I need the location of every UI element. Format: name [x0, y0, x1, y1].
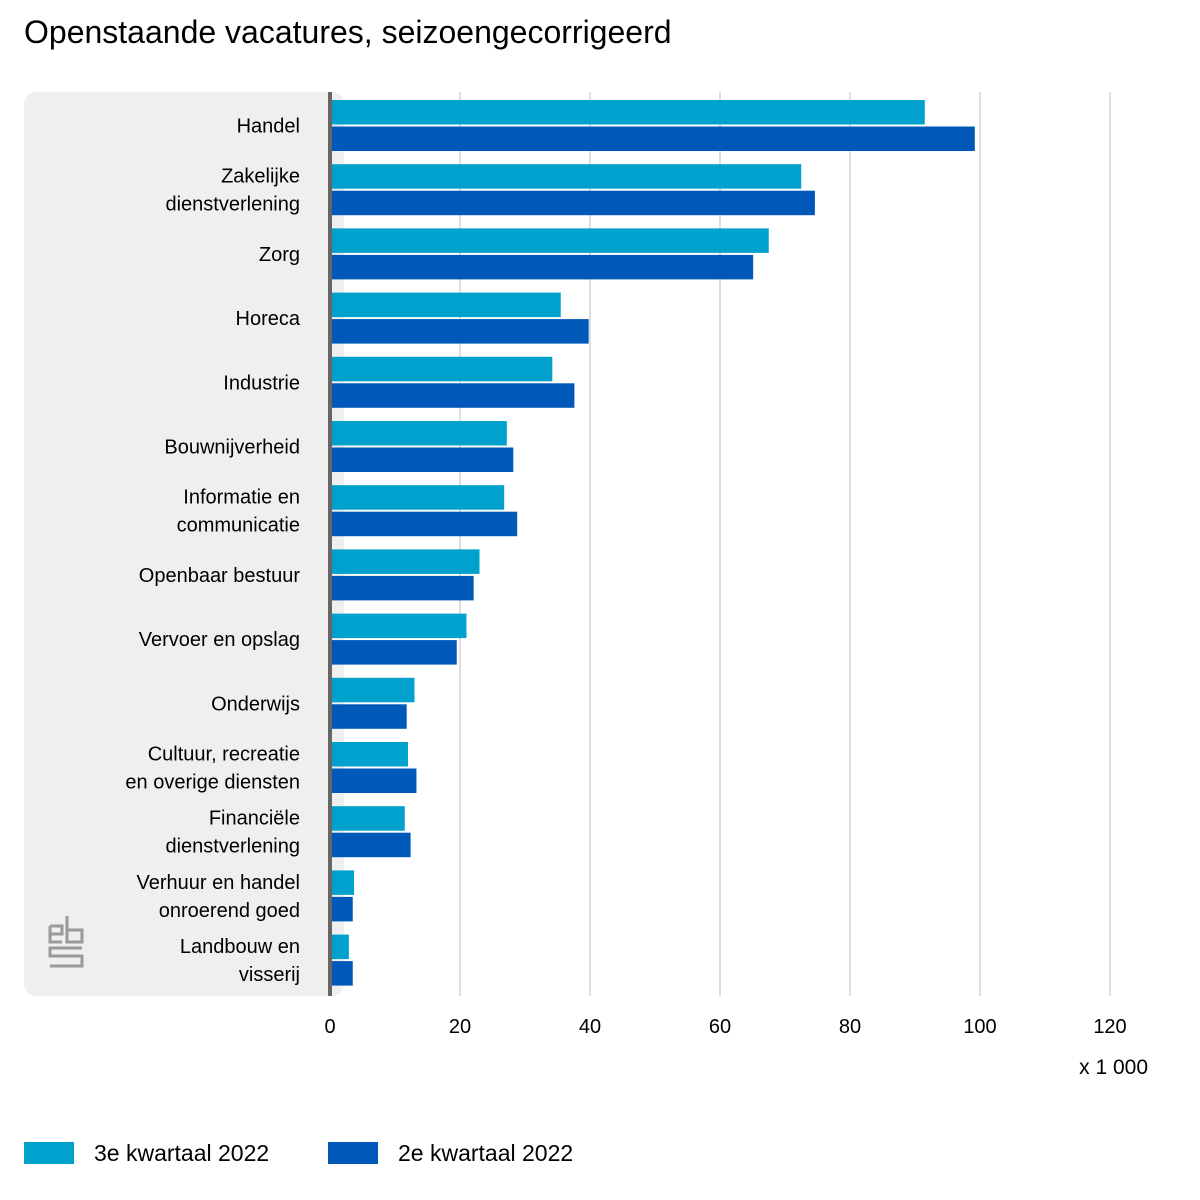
bar-q2	[330, 832, 411, 858]
legend-label-q2: 2e kwartaal 2022	[398, 1139, 574, 1166]
bar-q2	[330, 575, 474, 601]
category-label: Vervoer en opslag	[139, 629, 300, 651]
category-label: communicatie	[177, 515, 300, 537]
bar-q2	[330, 319, 589, 344]
x-axis-unit-label: x 1 000	[1079, 1056, 1148, 1079]
x-tick-label: 20	[449, 1016, 471, 1038]
label-panel	[24, 92, 344, 996]
category-label: Landbouw en	[180, 936, 300, 958]
category-label: Handel	[237, 116, 300, 138]
bar-q3	[330, 677, 415, 703]
bar-q2	[330, 383, 575, 408]
category-label: dienstverlening	[165, 836, 300, 858]
category-label: Horeca	[236, 308, 301, 330]
bar-q3	[330, 934, 349, 960]
legend-item-q2: 2e kwartaal 2022	[328, 1138, 573, 1168]
x-tick-label: 80	[839, 1016, 861, 1038]
bar-q2	[330, 640, 457, 665]
bar-q3	[330, 356, 553, 382]
bar-q2	[330, 447, 514, 472]
gridlines	[459, 92, 1111, 996]
bar-q3	[330, 292, 561, 318]
bar-q3	[330, 485, 505, 510]
x-tick-label: 120	[1093, 1016, 1126, 1038]
bar-q2	[330, 126, 975, 151]
category-label: en overige diensten	[125, 772, 300, 794]
bar-q3	[330, 806, 405, 831]
bar-q2	[330, 961, 353, 986]
x-tick-label: 100	[963, 1016, 996, 1038]
legend-swatch-q3	[24, 1142, 74, 1164]
bar-q3	[330, 870, 355, 895]
bar-q2	[330, 190, 815, 216]
x-axis-ticks: 0 20 40 60 80 100 120	[324, 1016, 1126, 1038]
bar-q3	[330, 164, 802, 189]
bar-q3	[330, 421, 507, 446]
category-label: visserij	[239, 964, 300, 986]
category-label: onroerend goed	[159, 900, 300, 922]
category-label: Zorg	[259, 244, 300, 266]
x-tick-label: 0	[324, 1016, 335, 1038]
category-label: dienstverlening	[165, 194, 300, 216]
bar-q3	[330, 549, 480, 574]
bar-q2	[330, 896, 353, 922]
bar-q2	[330, 768, 417, 793]
bar-q2	[330, 704, 407, 729]
category-label: Industrie	[223, 372, 300, 394]
bar-q3	[330, 228, 769, 253]
category-label: Verhuur en handel	[137, 872, 300, 894]
category-label: Zakelijke	[221, 166, 300, 188]
category-label: Onderwijs	[211, 693, 300, 715]
legend-item-q3: 3e kwartaal 2022	[24, 1138, 269, 1168]
bar-q2	[330, 511, 518, 537]
bar-q3	[330, 100, 925, 125]
category-label: Informatie en	[183, 487, 300, 509]
bars	[330, 100, 975, 986]
x-tick-label: 40	[579, 1016, 601, 1038]
cbs-logo-icon	[48, 916, 84, 968]
chart-title: Openstaande vacatures, seizoengecorrigee…	[24, 14, 672, 50]
bar-q3	[330, 613, 467, 639]
category-label: Financiële	[209, 808, 300, 830]
category-label: Openbaar bestuur	[139, 565, 301, 587]
category-label: Cultuur, recreatie	[148, 744, 300, 766]
category-label: Bouwnijverheid	[164, 437, 300, 459]
category-labels: Handel Zakelijke dienstverlening Zorg Horeca…	[125, 116, 300, 987]
bar-q2	[330, 254, 754, 280]
bar-q3	[330, 742, 408, 767]
legend-label-q3: 3e kwartaal 2022	[94, 1139, 270, 1166]
x-tick-label: 60	[709, 1016, 731, 1038]
legend-swatch-q2	[328, 1142, 378, 1164]
